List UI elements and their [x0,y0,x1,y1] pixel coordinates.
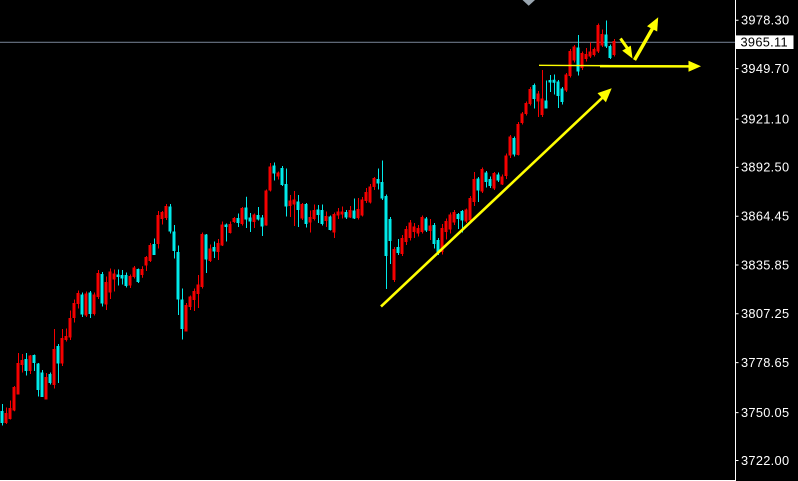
svg-text:3949.70: 3949.70 [741,61,789,76]
svg-text:3722.00: 3722.00 [741,453,789,468]
svg-text:3921.10: 3921.10 [741,111,789,126]
svg-text:3835.85: 3835.85 [741,257,789,272]
svg-text:3778.65: 3778.65 [741,355,789,370]
svg-text:3892.50: 3892.50 [741,160,789,175]
svg-text:3807.25: 3807.25 [741,306,789,321]
svg-text:3864.45: 3864.45 [741,209,789,224]
svg-text:3965.11: 3965.11 [741,34,788,49]
svg-text:3978.30: 3978.30 [741,13,789,28]
svg-text:3750.05: 3750.05 [741,405,789,420]
